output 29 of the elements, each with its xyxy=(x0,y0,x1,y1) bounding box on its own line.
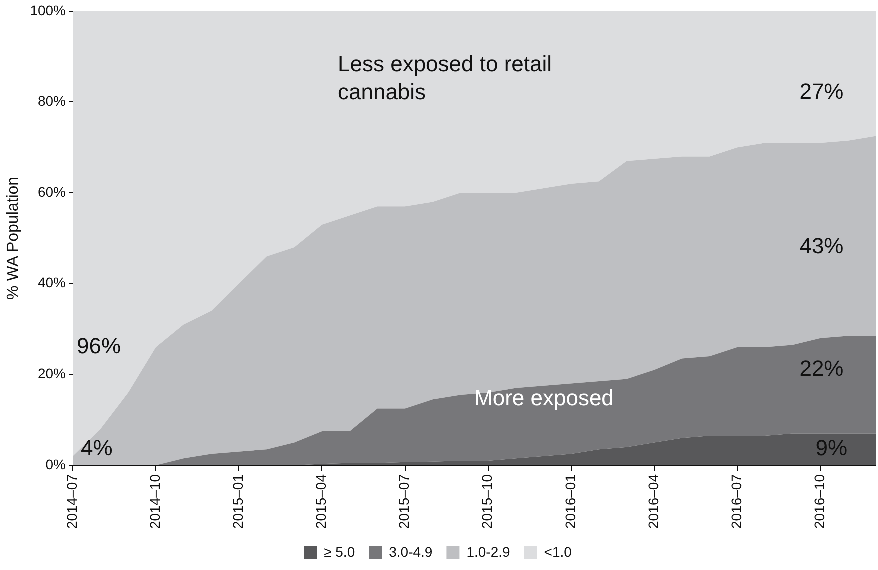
x-tick-label: 2016–01 xyxy=(562,474,578,530)
legend-label: <1.0 xyxy=(544,544,572,560)
y-tick-label: 0% xyxy=(46,456,66,472)
annotation: 43% xyxy=(800,234,844,259)
x-tick-label: 2015–04 xyxy=(313,474,330,530)
annotation: 27% xyxy=(800,79,844,104)
x-tick-label: 2016–07 xyxy=(728,474,744,530)
y-tick-label: 100% xyxy=(30,2,66,18)
x-tick-label: 2015–07 xyxy=(396,474,412,530)
annotation: More exposed xyxy=(474,386,614,411)
y-tick-label: 80% xyxy=(38,93,66,110)
x-tick-label: 2014–10 xyxy=(146,474,163,530)
x-tick-label: 2015–10 xyxy=(479,474,496,530)
y-tick-label: 40% xyxy=(38,274,66,291)
annotation: 4% xyxy=(81,436,113,461)
x-tick-label: 2016–10 xyxy=(811,474,828,530)
y-axis-title: % WA Population xyxy=(5,176,22,300)
legend-label: 1.0-2.9 xyxy=(466,544,510,560)
y-tick-label: 60% xyxy=(38,184,66,200)
x-tick-label: 2016–04 xyxy=(645,474,662,530)
annotation: 22% xyxy=(800,356,844,382)
y-tick-label: 20% xyxy=(38,366,66,382)
x-tick-label: 2015–01 xyxy=(230,474,246,530)
legend-label: ≥ 5.0 xyxy=(324,544,356,560)
x-tick-label: 2014–07 xyxy=(64,474,80,530)
annotation: 9% xyxy=(816,436,848,461)
annotation: 96% xyxy=(77,333,122,358)
annotation: Less exposed to retail cannabis xyxy=(338,52,552,105)
legend-label: 3.0-4.9 xyxy=(389,544,433,560)
